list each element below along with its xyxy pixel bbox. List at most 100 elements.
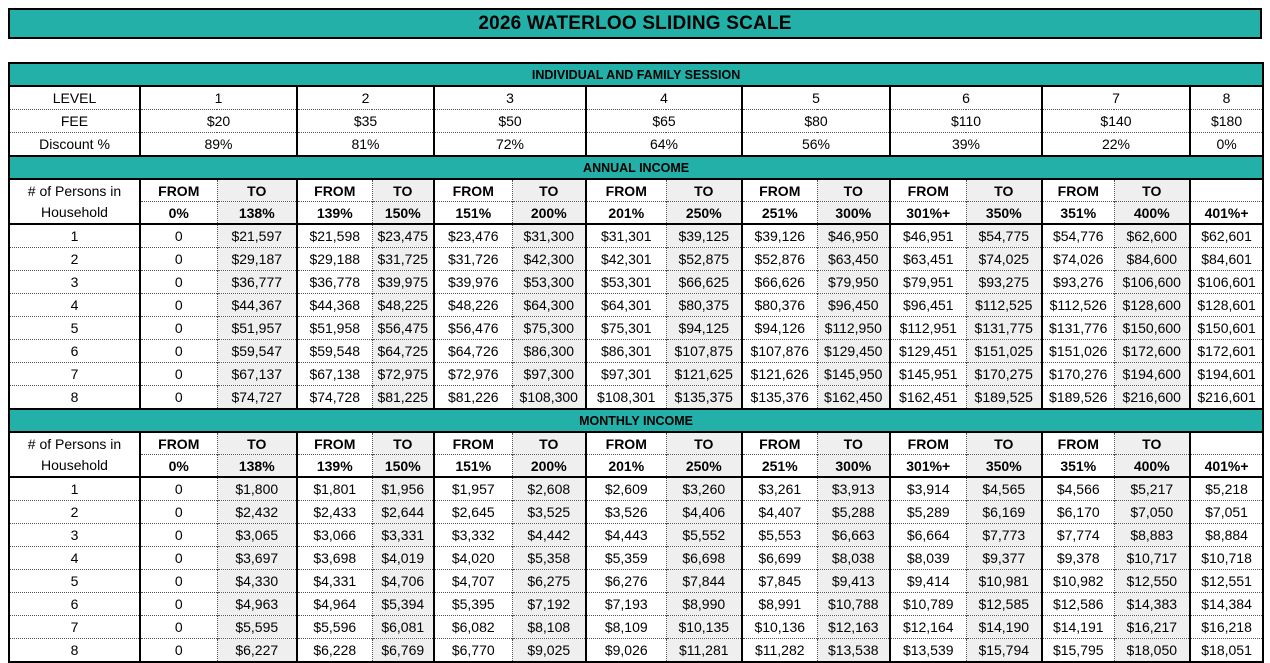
income-value-cell: $94,125 xyxy=(665,316,742,340)
household-header-line1: # of Persons in xyxy=(27,183,122,200)
income-value-cell: $10,135 xyxy=(665,615,742,639)
household-size-cell: 5 xyxy=(9,569,140,593)
income-value-cell: $6,170 xyxy=(1041,500,1114,524)
to-header: TO xyxy=(511,179,586,202)
income-value-cell: $2,608 xyxy=(511,476,586,501)
income-value-cell: $39,976 xyxy=(433,270,512,294)
income-value-cell: 0 xyxy=(139,362,217,386)
income-value-cell: $80,375 xyxy=(665,293,742,317)
income-value-cell: $3,914 xyxy=(889,476,966,501)
income-table-row: 3 0 $36,777 $36,778 $39,975 $39,976 $53,300 $53… xyxy=(9,270,1264,294)
percent-header: 150% xyxy=(371,454,434,477)
fee-cell: $65 xyxy=(585,109,742,133)
income-value-cell: $10,718 xyxy=(1188,546,1264,570)
percent-header: 200% xyxy=(511,201,586,224)
income-value-cell: $14,383 xyxy=(1113,592,1190,616)
income-value-cell: $9,025 xyxy=(511,638,586,662)
fee-cell: $50 xyxy=(433,109,586,133)
income-value-cell: $84,600 xyxy=(1113,247,1190,271)
household-size-cell: 8 xyxy=(9,385,140,409)
income-value-cell: $79,950 xyxy=(816,270,890,294)
monthly-income-header: MONTHLY INCOME # of Persons in Household… xyxy=(9,408,1264,477)
income-value-cell: $12,551 xyxy=(1188,569,1264,593)
income-value-cell: $18,051 xyxy=(1188,638,1264,662)
income-value-cell: $56,475 xyxy=(371,316,434,340)
percent-header: 0% xyxy=(139,454,217,477)
from-header: FROM xyxy=(1041,432,1114,455)
income-value-cell: $10,981 xyxy=(965,569,1042,593)
income-value-cell: 0 xyxy=(139,385,217,409)
from-header: FROM xyxy=(741,432,817,455)
income-value-cell: $189,526 xyxy=(1041,385,1114,409)
income-value-cell: 0 xyxy=(139,638,217,662)
percent-header: 301%+ xyxy=(889,201,966,224)
income-value-cell: $106,601 xyxy=(1188,270,1264,294)
income-value-cell: $1,956 xyxy=(371,476,434,501)
income-value-cell: $5,552 xyxy=(665,523,742,547)
to-header: TO xyxy=(1113,432,1190,455)
income-value-cell: $6,228 xyxy=(296,638,372,662)
household-size-cell: 5 xyxy=(9,316,140,340)
from-header: FROM xyxy=(741,179,817,202)
income-value-cell: 0 xyxy=(139,316,217,340)
income-value-cell: $67,138 xyxy=(296,362,372,386)
income-value-cell: $112,526 xyxy=(1041,293,1114,317)
income-value-cell: $14,191 xyxy=(1041,615,1114,639)
income-value-cell: $108,300 xyxy=(511,385,586,409)
income-value-cell: 0 xyxy=(139,615,217,639)
income-value-cell: $10,982 xyxy=(1041,569,1114,593)
income-table-row: 5 0 $4,330 $4,331 $4,706 $4,707 $6,275 $6,276 $7… xyxy=(9,569,1264,593)
percent-header: 301%+ xyxy=(889,454,966,477)
income-value-cell: $39,126 xyxy=(741,223,817,248)
blank-header xyxy=(1188,179,1264,202)
income-value-cell: $4,019 xyxy=(371,546,434,570)
income-value-cell: $48,225 xyxy=(371,293,434,317)
income-value-cell: $4,443 xyxy=(585,523,666,547)
income-value-cell: $46,951 xyxy=(889,223,966,248)
income-value-cell: $194,600 xyxy=(1113,362,1190,386)
monthly-section-header: MONTHLY INCOME xyxy=(9,408,1264,433)
income-value-cell: $5,394 xyxy=(371,592,434,616)
percent-header: 251% xyxy=(741,201,817,224)
from-header: FROM xyxy=(585,179,666,202)
annual-income-header: ANNUAL INCOME # of Persons in Household … xyxy=(9,155,1264,224)
income-value-cell: $12,164 xyxy=(889,615,966,639)
income-value-cell: $10,788 xyxy=(816,592,890,616)
income-value-cell: $63,450 xyxy=(816,247,890,271)
income-value-cell: $63,451 xyxy=(889,247,966,271)
income-value-cell: $86,301 xyxy=(585,339,666,363)
income-value-cell: $6,769 xyxy=(371,638,434,662)
income-value-cell: $145,950 xyxy=(816,362,890,386)
income-value-cell: $75,301 xyxy=(585,316,666,340)
income-value-cell: $9,378 xyxy=(1041,546,1114,570)
income-value-cell: $4,707 xyxy=(433,569,512,593)
session-section-header: INDIVIDUAL AND FAMILY SESSION xyxy=(9,62,1264,87)
level-cell: 1 xyxy=(139,86,297,110)
income-value-cell: $8,038 xyxy=(816,546,890,570)
household-size-cell: 2 xyxy=(9,247,140,271)
income-value-cell: $31,300 xyxy=(511,223,586,248)
income-value-cell: 0 xyxy=(139,569,217,593)
to-header: TO xyxy=(371,432,434,455)
income-value-cell: $8,039 xyxy=(889,546,966,570)
income-table-row: 7 0 $67,137 $67,138 $72,975 $72,976 $97,300 $97… xyxy=(9,362,1264,386)
household-size-cell: 6 xyxy=(9,339,140,363)
income-value-cell: $6,770 xyxy=(433,638,512,662)
to-header: TO xyxy=(216,432,297,455)
income-value-cell: $75,300 xyxy=(511,316,586,340)
income-value-cell: $6,275 xyxy=(511,569,586,593)
income-value-cell: $51,957 xyxy=(216,316,297,340)
income-value-cell: $5,359 xyxy=(585,546,666,570)
discount-cell: 89% xyxy=(139,132,297,156)
income-value-cell: $108,301 xyxy=(585,385,666,409)
income-value-cell: $112,525 xyxy=(965,293,1042,317)
income-table-row: 4 0 $3,697 $3,698 $4,019 $4,020 $5,358 $5,359 $6… xyxy=(9,546,1264,570)
income-value-cell: $31,726 xyxy=(433,247,512,271)
session-section-title: INDIVIDUAL AND FAMILY SESSION xyxy=(9,62,1264,87)
household-header-line1: # of Persons in xyxy=(27,436,122,453)
income-value-cell: $5,596 xyxy=(296,615,372,639)
income-value-cell: $1,957 xyxy=(433,476,512,501)
fee-row: FEE $20 $35 $50 $65 $80 $110 $140 $180 xyxy=(9,109,1264,133)
income-value-cell: $1,801 xyxy=(296,476,372,501)
income-value-cell: $31,301 xyxy=(585,223,666,248)
